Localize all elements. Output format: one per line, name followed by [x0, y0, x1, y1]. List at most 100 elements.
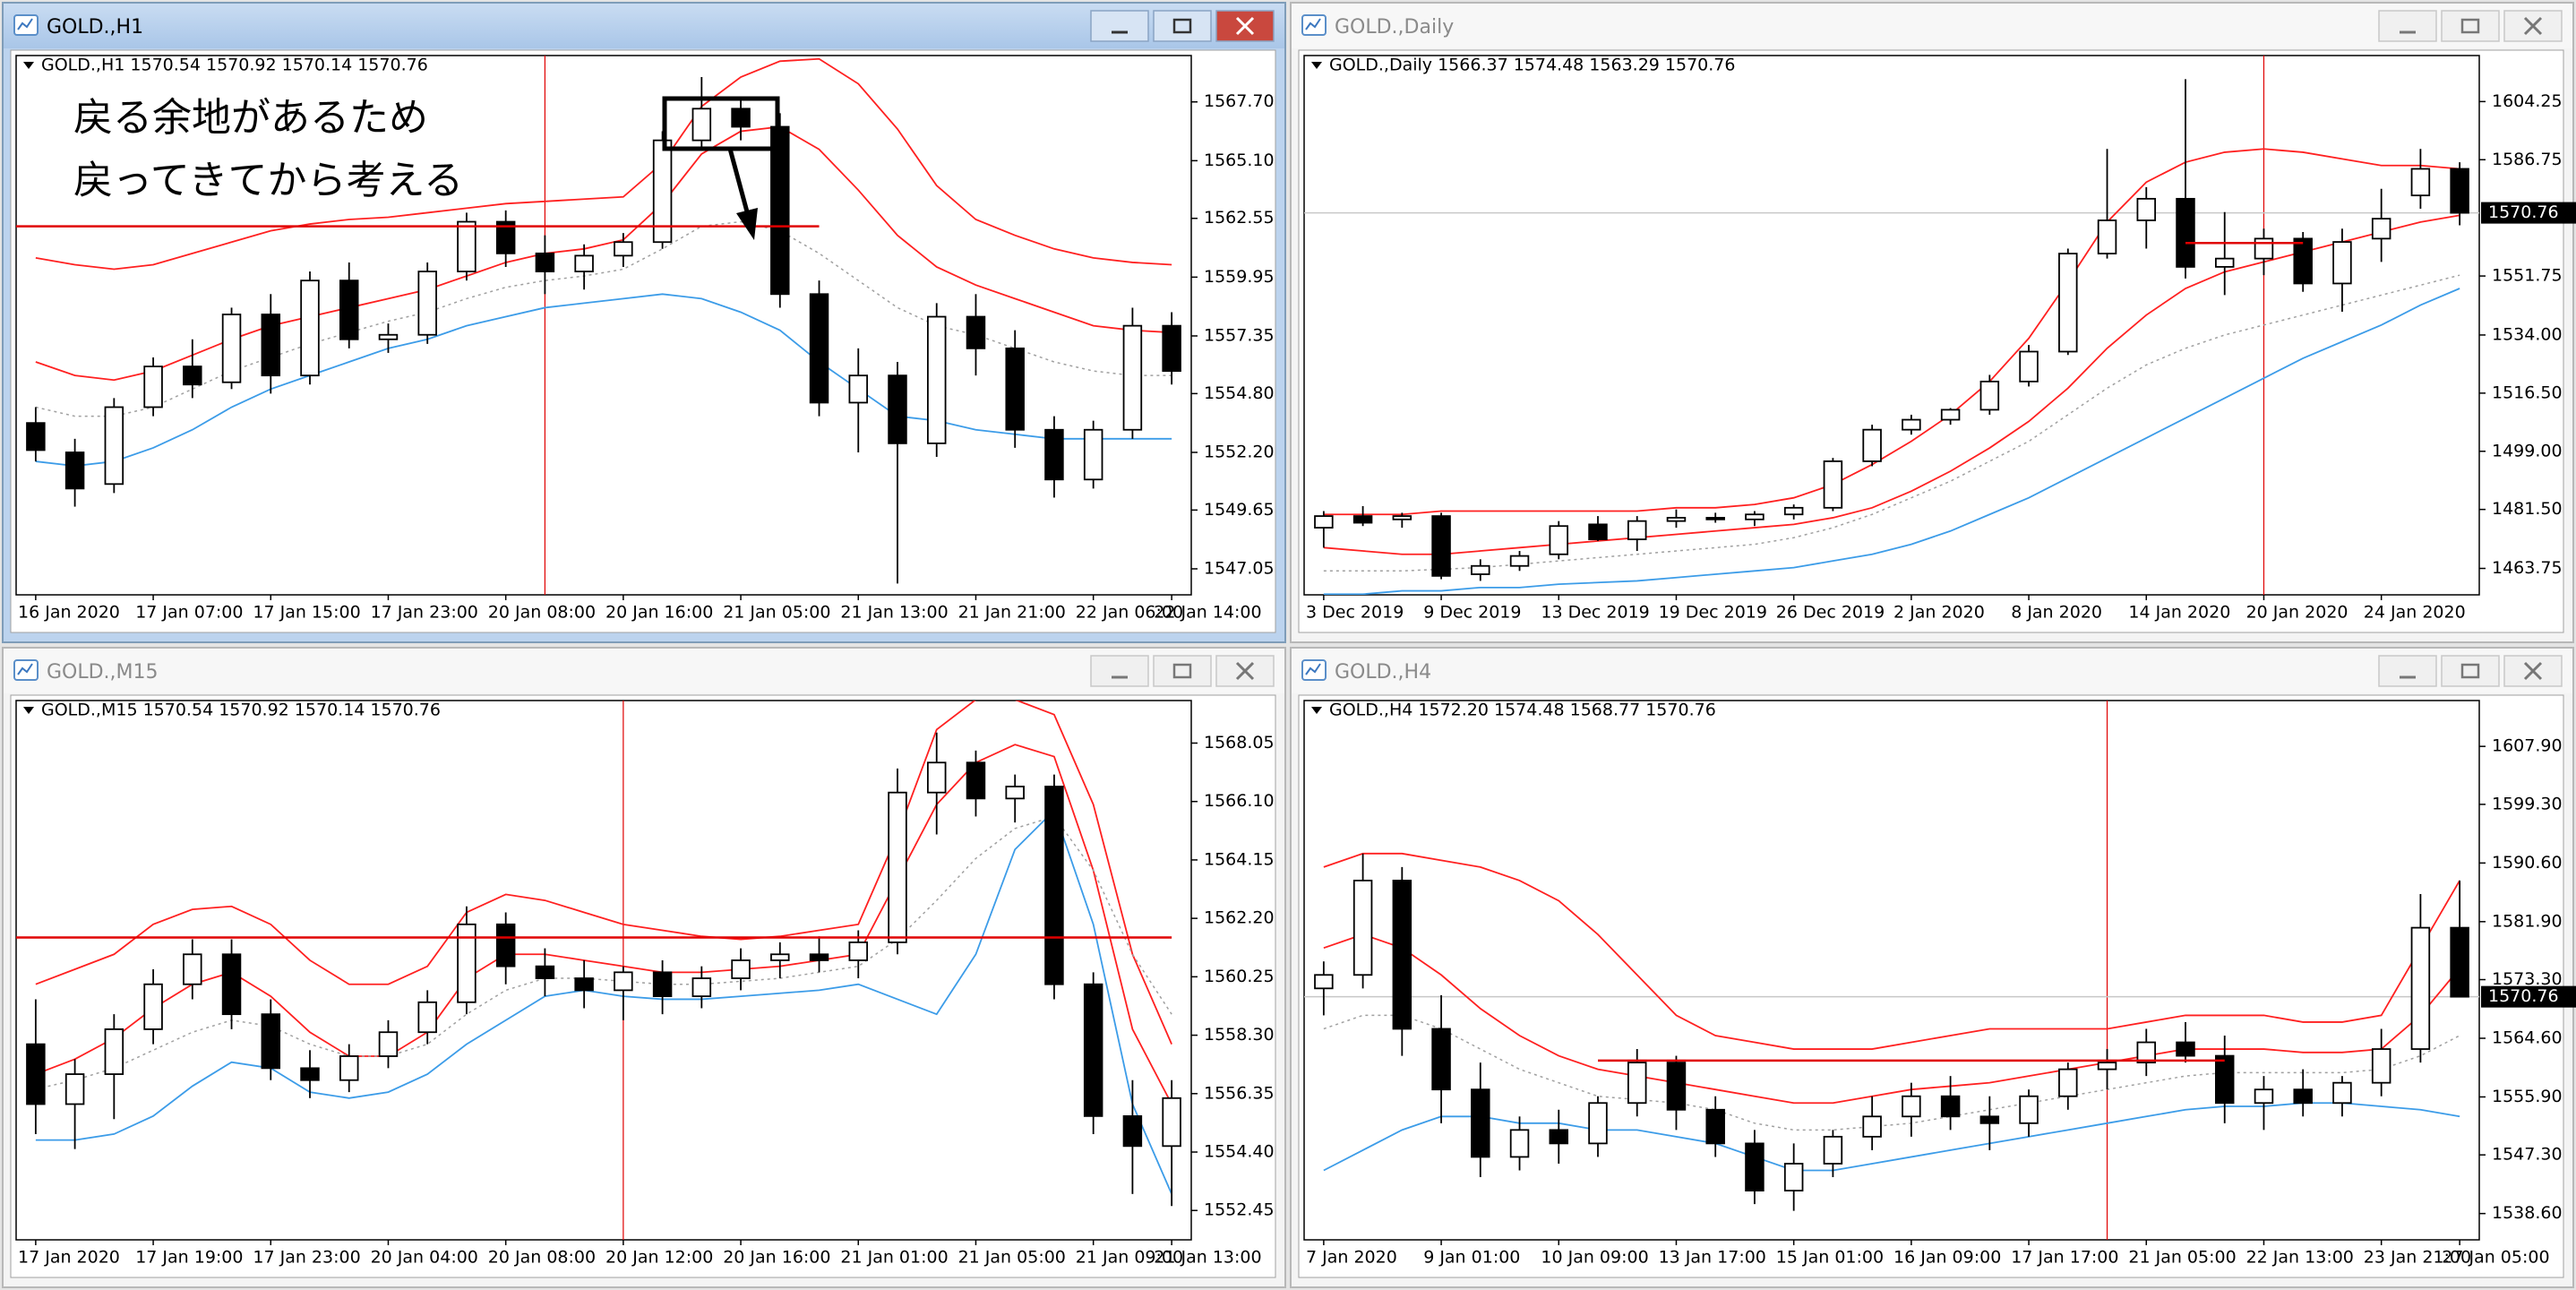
y-tick-label: 1547.30 — [2492, 1145, 2563, 1165]
x-tick-label: 9 Dec 2019 — [1423, 603, 1521, 623]
candle-body — [2214, 257, 2235, 268]
y-tick-label: 1590.60 — [2492, 853, 2563, 873]
y-tick-label: 1463.75 — [2492, 558, 2563, 578]
candle-body — [221, 953, 242, 1016]
candle-body — [1627, 1062, 1647, 1105]
price-label-box — [2481, 985, 2576, 1008]
chart-window: GOLD.,Daily GOLD.,Daily 1566.37 1574.48 1… — [1290, 2, 2576, 643]
x-tick-label: 20 Jan 12:00 — [605, 1248, 713, 1268]
candle-body — [1122, 1114, 1143, 1148]
candle-body — [1979, 1115, 2000, 1124]
candle-body — [2254, 1088, 2274, 1105]
x-tick-label: 17 Jan 23:00 — [371, 603, 478, 623]
title-bar — [1292, 4, 2572, 48]
candle-body — [614, 971, 633, 992]
window-title: GOLD.,H1 — [47, 16, 143, 39]
x-tick-label: 20 Jan 04:00 — [371, 1248, 478, 1268]
y-tick-label: 1555.90 — [2492, 1087, 2563, 1106]
y-tick-label: 1604.25 — [2492, 91, 2563, 111]
x-tick-label: 21 Jan 13:00 — [840, 603, 948, 623]
candle-body — [64, 452, 85, 490]
title-bar — [4, 4, 1284, 48]
plot — [16, 56, 1181, 595]
candle-body — [1314, 974, 1334, 990]
candle-body — [26, 1043, 46, 1105]
window-icon-glyph — [17, 18, 33, 30]
band-line — [1323, 288, 2460, 595]
x-tick-label: 21 Jan 05:00 — [2128, 1248, 2236, 1268]
window-title: GOLD.,H4 — [1335, 661, 1431, 684]
candle-body — [1352, 880, 1373, 976]
maximize-button[interactable] — [2441, 655, 2500, 687]
candle-body — [1940, 408, 1961, 421]
candle-body — [966, 315, 986, 349]
x-tick-label: 8 Jan 2020 — [2011, 603, 2102, 623]
chart-panel — [1298, 49, 2564, 633]
y-tick-label: 1562.55 — [1204, 208, 1275, 228]
maximize-icon — [1172, 663, 1192, 679]
x-tick-label: 20 Jan 08:00 — [488, 603, 596, 623]
candle-body — [1314, 515, 1334, 529]
x-tick-label: 10 Jan 09:00 — [1541, 1248, 1648, 1268]
candle-body — [691, 108, 712, 142]
candle-body — [1044, 428, 1064, 481]
title-bar — [4, 649, 1284, 693]
candle-body — [104, 1028, 125, 1075]
candle-body — [2410, 926, 2431, 1050]
x-tick-label: 17 Jan 17:00 — [2011, 1248, 2118, 1268]
maximize-button[interactable] — [1153, 655, 1212, 687]
annotation-text: 戻ってきてから考える — [73, 158, 463, 203]
candle-body — [848, 374, 869, 404]
candle-body — [64, 1073, 85, 1105]
candle-body — [1509, 1129, 1530, 1158]
candle-body — [1902, 418, 1921, 431]
candle-body — [1823, 1135, 1843, 1165]
plot — [1304, 701, 2479, 1240]
y-tick-label: 1547.05 — [1204, 558, 1275, 578]
maximize-button[interactable] — [1153, 10, 1212, 42]
candle-body — [1044, 786, 1064, 985]
window-icon-glyph — [17, 663, 33, 675]
y-tick-label: 1562.20 — [1204, 908, 1275, 928]
window-title: GOLD.,Daily — [1335, 16, 1454, 39]
x-tick-label: 20 Jan 08:00 — [488, 1248, 596, 1268]
minimize-button[interactable] — [2378, 655, 2437, 687]
minimize-button[interactable] — [1090, 10, 1149, 42]
chart-header: GOLD.,H1 1570.54 1570.92 1570.14 1570.76 — [41, 56, 428, 75]
candle-body — [888, 791, 907, 943]
maximize-icon — [2460, 18, 2480, 34]
band-line — [1323, 1014, 2460, 1131]
y-tick-label: 1549.65 — [1204, 500, 1275, 520]
candle-body — [1940, 1095, 1961, 1118]
candle-body — [1902, 1095, 1921, 1118]
y-tick-label: 1481.50 — [2492, 499, 2563, 519]
y-tick-label: 1534.00 — [2492, 324, 2563, 344]
candle-body — [1783, 1163, 1804, 1191]
x-tick-label: 17 Jan 15:00 — [253, 603, 360, 623]
maximize-icon — [1172, 18, 1192, 34]
close-icon — [1235, 16, 1255, 36]
x-tick-label: 9 Jan 01:00 — [1423, 1248, 1520, 1268]
candle-body — [183, 366, 202, 386]
minimize-button[interactable] — [2378, 10, 2437, 42]
x-tick-label: 19 Dec 2019 — [1659, 603, 1767, 623]
minimize-button[interactable] — [1090, 655, 1149, 687]
candle-body — [495, 220, 516, 254]
plot — [1304, 56, 2479, 595]
x-tick-label: 17 Jan 07:00 — [135, 603, 243, 623]
band-line — [35, 293, 1172, 468]
y-tick-label: 1557.35 — [1204, 325, 1275, 345]
annotation-text: 戻る余地があるため — [73, 95, 428, 141]
x-tick-label: 27 Jan 05:00 — [2442, 1248, 2549, 1268]
candle-body — [888, 374, 907, 444]
candle-body — [809, 953, 829, 961]
x-tick-label: 3 Dec 2019 — [1306, 603, 1404, 623]
title-bar — [1292, 649, 2572, 693]
maximize-button[interactable] — [2441, 10, 2500, 42]
y-tick-label: 1560.25 — [1204, 967, 1275, 986]
candle-body — [339, 1055, 359, 1081]
candle-body — [966, 761, 986, 800]
candle-body — [2371, 218, 2391, 240]
candle-body — [2214, 1054, 2235, 1105]
